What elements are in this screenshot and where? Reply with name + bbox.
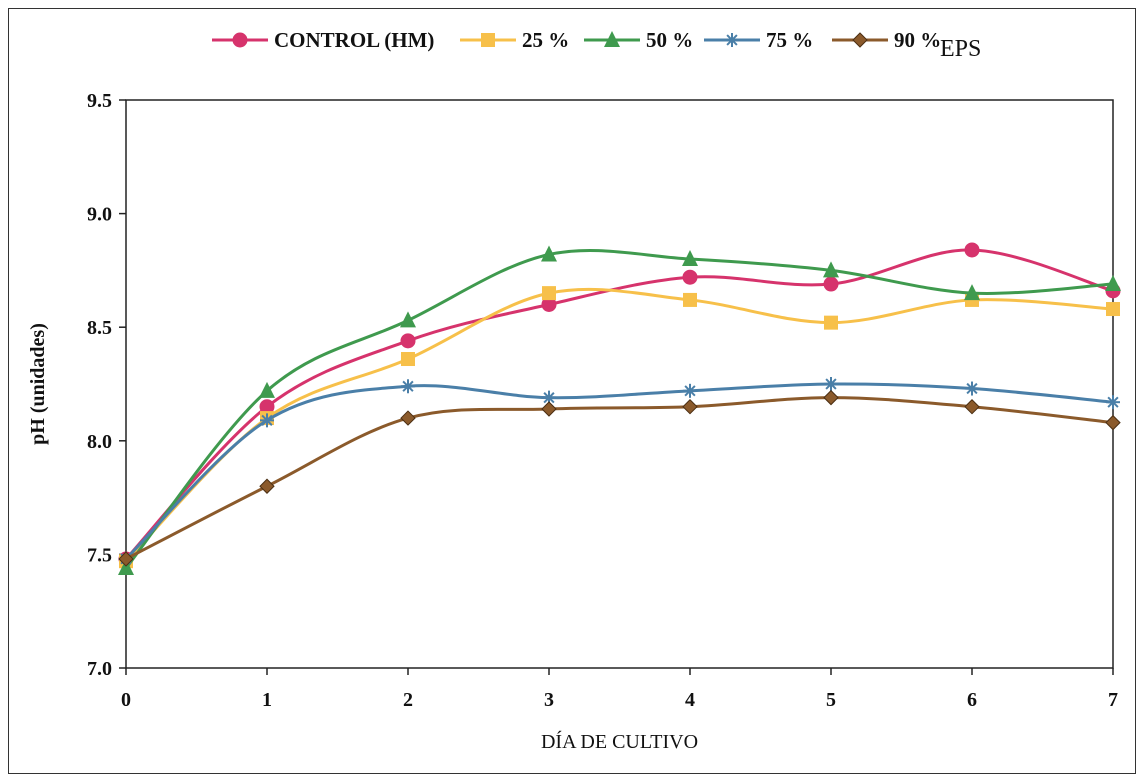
y-tick-label: 9.0 xyxy=(87,204,112,226)
data-point xyxy=(542,286,556,301)
star-stroke xyxy=(684,385,696,397)
star-stroke xyxy=(966,382,978,395)
y-axis-title: pH (unidades) xyxy=(27,323,49,445)
y-tick-label: 8.5 xyxy=(87,317,112,339)
series-line xyxy=(124,287,1114,563)
series-3 xyxy=(118,245,1121,576)
x-axis-title: DÍA DE CULTIVO xyxy=(541,730,698,753)
data-point xyxy=(682,399,698,415)
chart-frame xyxy=(8,8,1136,774)
x-tick-label: 3 xyxy=(544,689,554,711)
x-axis: 0 1 2 3 4 5 6 7 xyxy=(121,668,1118,711)
data-point xyxy=(824,377,838,391)
data-point xyxy=(683,383,697,398)
data-point xyxy=(400,333,416,349)
star-stroke xyxy=(543,392,555,404)
x-tick-label: 6 xyxy=(967,689,977,711)
data-point xyxy=(682,250,698,267)
legend-marker xyxy=(232,32,248,48)
legend-item: 50 % xyxy=(584,28,693,52)
x-tick-label: 7 xyxy=(1108,689,1118,711)
x-tick-label: 5 xyxy=(826,689,836,711)
data-point xyxy=(260,413,274,428)
data-point xyxy=(400,410,416,426)
data-point xyxy=(823,261,839,278)
data-point xyxy=(683,292,697,307)
data-point xyxy=(823,389,839,406)
legend-label: 90 % xyxy=(894,28,941,52)
legend-item: 75 % xyxy=(704,28,813,52)
y-tick-label: 9.5 xyxy=(87,90,112,112)
data-point xyxy=(401,352,415,367)
star-stroke xyxy=(402,380,414,392)
star-stroke xyxy=(726,34,738,46)
series-5 xyxy=(118,389,1121,567)
series-1 xyxy=(118,242,1121,567)
data-point xyxy=(541,401,557,417)
data-point xyxy=(823,276,839,292)
legend: CONTROL (HM) 25 % 50 % 75 % 90 %EPS xyxy=(212,28,981,62)
data-point xyxy=(118,551,134,567)
legend-marker xyxy=(725,33,739,47)
legend-marker xyxy=(852,32,868,48)
data-point xyxy=(964,399,980,415)
data-point xyxy=(259,381,275,398)
x-tick-label: 1 xyxy=(262,689,272,711)
legend-suffix: EPS xyxy=(940,36,981,62)
series-2 xyxy=(119,286,1120,569)
legend-label: 75 % xyxy=(766,28,813,52)
x-tick-label: 2 xyxy=(403,689,413,711)
legend-label: CONTROL (HM) xyxy=(274,28,434,52)
data-point xyxy=(401,379,415,394)
data-point xyxy=(965,381,979,396)
y-tick-label: 8.0 xyxy=(87,431,112,453)
y-axis: 7.0 7.5 8.0 8.5 9.0 9.5 xyxy=(87,90,126,680)
data-point xyxy=(1106,302,1120,317)
x-tick-label: 0 xyxy=(121,689,131,711)
data-point xyxy=(824,315,838,330)
legend-item: 90 % xyxy=(832,28,941,52)
series-line xyxy=(125,396,1114,561)
data-point xyxy=(964,242,980,258)
y-tick-label: 7.0 xyxy=(87,658,112,680)
legend-marker xyxy=(481,33,495,47)
legend-marker xyxy=(604,31,620,47)
data-point xyxy=(541,245,557,262)
x-tick-label: 4 xyxy=(685,689,695,711)
legend-item: 25 % xyxy=(460,28,569,52)
series-line xyxy=(124,382,1114,561)
plot-border xyxy=(125,99,1114,669)
plot-area xyxy=(125,99,1114,669)
star-stroke xyxy=(1107,396,1119,408)
data-point xyxy=(682,269,698,285)
legend-label: 50 % xyxy=(646,28,693,52)
data-point xyxy=(1105,275,1121,292)
data-point xyxy=(1106,395,1120,410)
data-point xyxy=(118,559,134,576)
data-point xyxy=(400,311,416,328)
y-tick-label: 7.5 xyxy=(87,544,112,566)
data-point xyxy=(259,478,275,494)
series-layer xyxy=(118,242,1121,576)
legend-label: 25 % xyxy=(522,28,569,52)
star-stroke xyxy=(825,378,837,390)
data-point xyxy=(1105,414,1121,431)
star-stroke xyxy=(261,414,273,426)
legend-item: CONTROL (HM) xyxy=(212,28,434,52)
data-point xyxy=(964,284,980,301)
